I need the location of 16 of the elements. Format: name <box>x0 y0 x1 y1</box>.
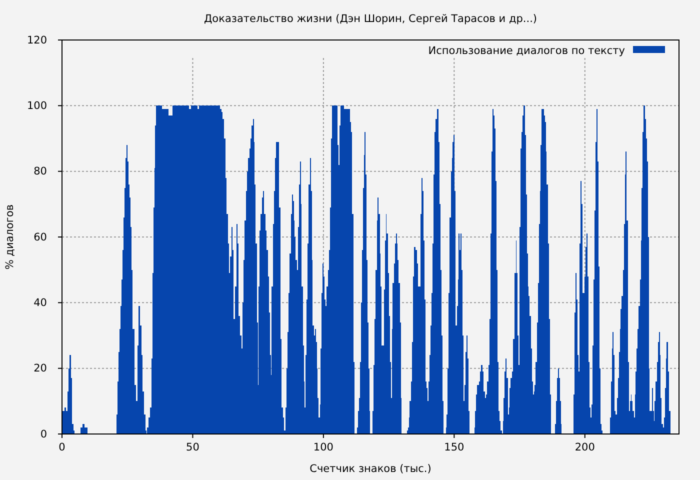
x-axis-title: Счетчик знаков (тыс.) <box>310 463 432 475</box>
y-tick-label: 60 <box>34 231 47 244</box>
x-tick-label: 0 <box>58 441 66 454</box>
chart-title: Доказательство жизни (Дэн Шорин, Сергей Тарасов и др...) <box>204 13 538 25</box>
x-tick-label: 200 <box>574 441 595 454</box>
y-tick-label: 100 <box>26 100 47 112</box>
y-tick-label: 0 <box>40 428 47 440</box>
x-tick-label: 150 <box>444 441 464 454</box>
x-tick-label: 50 <box>186 441 200 454</box>
legend-label: Использование диалогов по тексту <box>428 45 625 57</box>
y-tick-label: 40 <box>34 297 47 310</box>
x-tick-label: 100 <box>313 441 334 454</box>
y-axis-title: % диалогов <box>4 204 16 270</box>
y-tick-label: 80 <box>34 166 47 178</box>
y-tick-label: 120 <box>26 34 47 46</box>
y-tick-label: 20 <box>34 362 47 375</box>
